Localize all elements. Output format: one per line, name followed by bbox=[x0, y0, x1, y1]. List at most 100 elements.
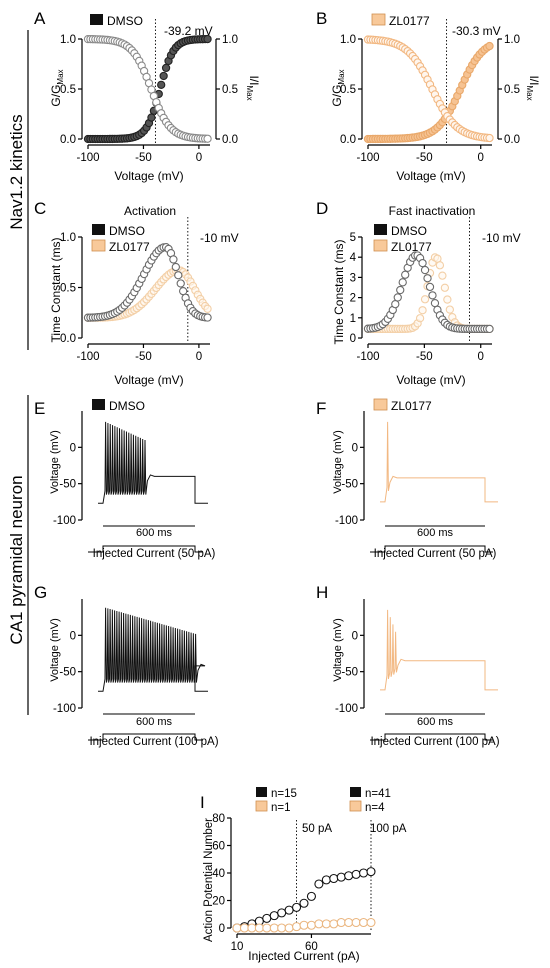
point-ap-zl0177 bbox=[284, 923, 294, 933]
panel-letter-A: A bbox=[34, 9, 46, 28]
point-tau-zl0177-D bbox=[420, 295, 430, 304]
panel-letter-C: C bbox=[34, 199, 46, 218]
y-I-tick-label: 60 bbox=[212, 841, 225, 853]
legend-swatch-zl0177 bbox=[373, 239, 388, 252]
y-I-tick-label: 0 bbox=[219, 923, 225, 935]
point-tau-dmso-C bbox=[171, 262, 180, 272]
x-C-tick-label: -50 bbox=[135, 351, 152, 363]
y-D-tick-label: 3 bbox=[350, 272, 356, 284]
point-ap-dmso bbox=[344, 871, 354, 881]
point-ap-zl0177 bbox=[299, 920, 309, 930]
point-ap-zl0177 bbox=[366, 917, 376, 928]
point-ap-zl0177 bbox=[239, 923, 249, 933]
point-ap-zl0177 bbox=[336, 917, 346, 928]
point-activation-A bbox=[157, 80, 166, 89]
panel-letter-H: H bbox=[316, 583, 328, 602]
y-left-B-tick-label: 0.5 bbox=[340, 84, 356, 96]
point-activation-A bbox=[159, 71, 168, 81]
x-D-tick-label: -50 bbox=[416, 351, 433, 363]
vline-label-50pa: 50 pA bbox=[302, 823, 332, 835]
y-D-tick-label: 2 bbox=[350, 293, 356, 305]
y-H-tick-label: 0 bbox=[352, 630, 358, 642]
point-tau-dmso-D bbox=[391, 299, 400, 309]
legend-label-zl0177: ZL0177 bbox=[389, 14, 430, 28]
legend-label-n1: n=1 bbox=[271, 802, 291, 814]
point-ap-dmso bbox=[284, 905, 294, 915]
ylabel-C: Time Constant (ms) bbox=[49, 238, 63, 343]
xlabel-I: Injected Current (pA) bbox=[248, 949, 359, 963]
legend-label-zl0177: ZL0177 bbox=[109, 240, 150, 254]
point-ap-dmso bbox=[292, 902, 302, 912]
point-ap-zl0177 bbox=[277, 923, 287, 933]
y-left-B-tick-label: 1.0 bbox=[340, 34, 356, 46]
legend-swatch-zl0177 bbox=[371, 13, 386, 26]
y-right-A-tick-label: 1.0 bbox=[222, 34, 238, 46]
legend-label-dmso: DMSO bbox=[107, 14, 143, 28]
ylabel-right-A: I/IMax bbox=[245, 75, 261, 100]
point-ap-zl0177 bbox=[232, 923, 242, 933]
point-tau-zl0177-D bbox=[415, 314, 425, 323]
x-C-tick-label: -100 bbox=[76, 351, 99, 363]
panel-letter-F: F bbox=[316, 399, 326, 418]
title-D: Fast inactivation bbox=[389, 204, 476, 218]
point-ap-dmso bbox=[336, 872, 346, 882]
point-ap-dmso bbox=[299, 898, 309, 908]
point-activation-A bbox=[203, 34, 212, 44]
duration-label-H: 600 ms bbox=[417, 716, 454, 728]
y-right-B-tick-label: 0.0 bbox=[504, 134, 520, 146]
panel-I: n=15 n=1 n=41 n=4 50 pA 100 pA Action Po… bbox=[203, 787, 407, 963]
y-D-tick-label: 1 bbox=[350, 313, 356, 325]
point-tau-dmso-D bbox=[430, 298, 440, 308]
point-tau-dmso-D bbox=[396, 285, 405, 295]
point-tau-dmso-C bbox=[179, 286, 188, 296]
x-A-tick-label: 0 bbox=[196, 152, 202, 164]
ylabel-left-B: G/GMax bbox=[330, 69, 346, 106]
plot-layer: 0.0 0.5 1.0 0.0 0.5 1.0 -100 -50 0 0.0 0.5 1.0 0.0 0.… bbox=[53, 19, 520, 953]
point-tau-zl0177-D bbox=[418, 306, 427, 315]
point-ap-dmso bbox=[269, 911, 279, 921]
stim-label-G: Injected Current (100 pA) bbox=[89, 736, 218, 748]
y-I-tick-label: 20 bbox=[212, 896, 225, 908]
point-tau-zl0177-D bbox=[440, 283, 450, 292]
point-ap-zl0177 bbox=[292, 922, 302, 932]
xlabel-A: Voltage (mV) bbox=[114, 169, 183, 183]
panel-letter-B: B bbox=[316, 9, 327, 28]
point-tau-dmso-C bbox=[176, 279, 185, 288]
y-D-tick-label: 5 bbox=[350, 232, 356, 244]
legend-swatch-zl0177 bbox=[255, 800, 268, 812]
y-H-tick-label: -100 bbox=[335, 703, 358, 715]
legend-swatch-dmso bbox=[90, 14, 103, 25]
y-G-tick-label: 0 bbox=[70, 630, 76, 642]
y-left-B-tick-label: 0.0 bbox=[340, 134, 356, 146]
y-right-B-tick-label: 0.5 bbox=[504, 84, 520, 96]
y-I-tick-label: 40 bbox=[212, 868, 225, 880]
point-tau-dmso-D bbox=[420, 265, 430, 275]
y-left-A-tick-label: 0.5 bbox=[60, 84, 76, 96]
panel-letter-G: G bbox=[34, 583, 47, 602]
stim-label-E: Injected Current (50 pA) bbox=[93, 548, 216, 560]
point-activation-A bbox=[147, 113, 156, 122]
legend-swatch-dmso bbox=[92, 399, 105, 410]
y-D-tick-label: 0 bbox=[350, 333, 356, 345]
point-ap-dmso bbox=[306, 891, 316, 901]
legend-label-dmso: DMSO bbox=[109, 224, 145, 238]
ylabel-H: Voltage (mV) bbox=[332, 618, 344, 682]
y-D-tick-label: 4 bbox=[350, 252, 357, 264]
point-tau-dmso-D bbox=[401, 270, 410, 279]
stim-label-H: Injected Current (100 pA) bbox=[370, 736, 499, 748]
duration-label-E: 600 ms bbox=[136, 527, 173, 539]
ylabel-left-A: G/GMax bbox=[49, 69, 65, 106]
panel-G: Voltage (mV) 600 ms Injected Current (10… bbox=[49, 618, 219, 748]
point-tau-zl0177-D bbox=[435, 261, 445, 270]
point-tau-dmso-D bbox=[485, 324, 494, 334]
x-D-tick-label: -100 bbox=[356, 351, 379, 363]
panel-letter-E: E bbox=[34, 399, 45, 418]
point-ap-zl0177 bbox=[329, 919, 339, 929]
panel-A: DMSO -39.2 mV G/GMax I/IMax Voltage (mV) bbox=[49, 14, 261, 183]
point-ap-zl0177 bbox=[269, 923, 279, 933]
point-tau-dmso-D bbox=[428, 291, 437, 300]
vline-label-C: -10 mV bbox=[200, 231, 239, 245]
legend-swatch-zl0177 bbox=[349, 800, 362, 812]
voltage-trace-G bbox=[98, 607, 208, 692]
